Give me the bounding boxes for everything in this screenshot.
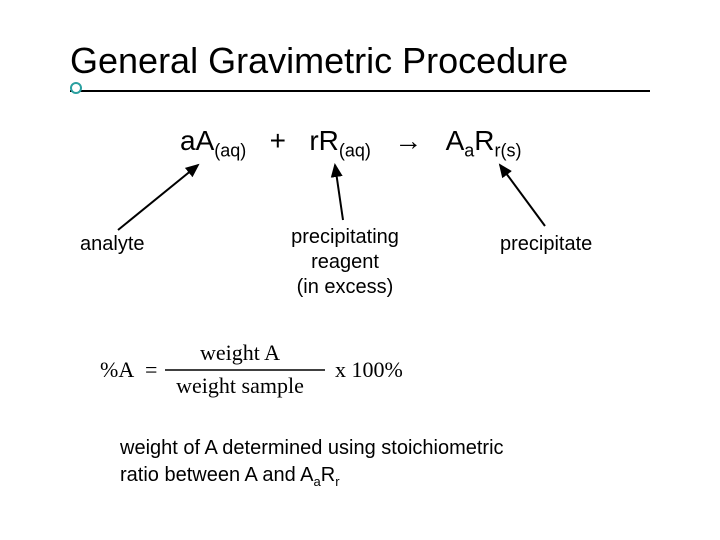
eq-coeff-a: a — [180, 125, 196, 156]
formula-denominator: weight sample — [176, 373, 304, 398]
explain-sub-r: r — [335, 474, 339, 489]
label-analyte: analyte — [80, 232, 145, 257]
eq-arrow: → — [394, 125, 422, 156]
explain-l1: weight of A determined using stoichiomet… — [120, 437, 504, 459]
explain-sub-a: a — [314, 474, 321, 489]
eq-species-r: R — [319, 125, 339, 156]
formula-times: x 100% — [335, 357, 403, 382]
formula-lhs: %A — [100, 357, 134, 382]
arrow-precipitate — [500, 165, 545, 226]
eq-prod-state: (s) — [501, 141, 522, 161]
label-reagent: precipitating reagent (in excess) — [265, 225, 425, 300]
label-reagent-l3: (in excess) — [297, 276, 394, 298]
explanation-text: weight of A determined using stoichiomet… — [120, 435, 620, 491]
title-underline — [70, 90, 650, 92]
eq-state-r: (aq) — [339, 141, 371, 161]
eq-prod-sub-a: a — [464, 141, 474, 161]
eq-term1: aA(aq) — [180, 125, 246, 162]
eq-prod-r: R — [474, 125, 494, 156]
eq-prod-a: A — [446, 125, 465, 156]
eq-species-a: A — [196, 125, 215, 156]
bullet-icon — [70, 82, 82, 94]
formula-numerator: weight A — [200, 340, 280, 365]
eq-product: AaRr(s) — [446, 125, 522, 162]
eq-state-a: (aq) — [214, 141, 246, 161]
explain-l2b: R — [321, 464, 335, 486]
explain-l2a: ratio between A and A — [120, 464, 314, 486]
label-precipitate: precipitate — [500, 232, 592, 257]
arrow-reagent — [335, 165, 343, 220]
reaction-equation: aA(aq) + rR(aq) → AaRr(s) — [180, 125, 522, 162]
arrow-analyte — [118, 165, 198, 230]
label-reagent-l2: reagent — [311, 251, 379, 273]
percent-formula: %A = weight A weight sample x 100% — [100, 335, 460, 410]
formula-eq: = — [145, 357, 157, 382]
label-reagent-l1: precipitating — [291, 226, 399, 248]
eq-term2: rR(aq) — [309, 125, 371, 162]
eq-plus: + — [270, 125, 286, 156]
slide-title: General Gravimetric Procedure — [70, 40, 568, 82]
eq-coeff-r: r — [309, 125, 318, 156]
